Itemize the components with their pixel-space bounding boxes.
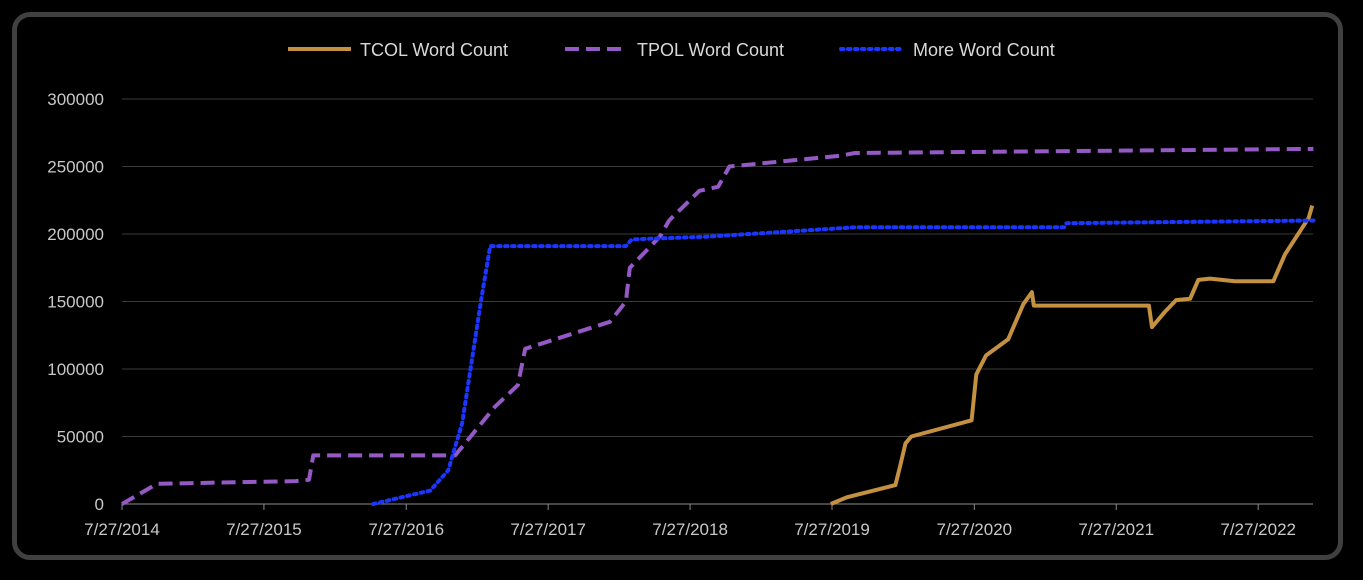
y-tick-label: 50000 [57,428,104,447]
x-tick-label: 7/27/2019 [794,520,870,539]
x-tick-label: 7/27/2016 [368,520,444,539]
x-tick-label: 7/27/2017 [510,520,586,539]
x-tick-label: 7/27/2021 [1078,520,1154,539]
legend-label: TPOL Word Count [637,40,784,60]
y-tick-label: 300000 [47,90,104,109]
y-tick-label: 250000 [47,158,104,177]
y-tick-label: 200000 [47,225,104,244]
legend-label: TCOL Word Count [360,40,508,60]
x-tick-label: 7/27/2022 [1220,520,1296,539]
series-lines [121,146,1316,506]
y-axis-tick-labels: 0 50000 100000 150000 200000 250000 300000 [47,90,104,514]
series-line-tcol-word-count [830,205,1315,506]
series-line-more-word-count [371,218,1316,506]
x-tick-label: 7/27/2020 [937,520,1013,539]
x-axis-tick-labels: 7/27/2014 7/27/2015 7/27/2016 7/27/2017 7/27… [84,504,1296,539]
legend: TCOL Word Count TPOL Word Count More Word … [288,40,1055,60]
legend-label: More Word Count [913,40,1055,60]
series-line-tpol-word-count [121,146,1314,506]
x-tick-label: 7/27/2018 [652,520,728,539]
chart-frame [12,12,1343,560]
x-tick-label: 7/27/2014 [84,520,160,539]
x-tick-label: 7/27/2015 [226,520,302,539]
y-tick-label: 100000 [47,360,104,379]
y-tick-label: 150000 [47,293,104,312]
y-tick-label: 0 [95,495,104,514]
gridlines [122,98,1313,505]
